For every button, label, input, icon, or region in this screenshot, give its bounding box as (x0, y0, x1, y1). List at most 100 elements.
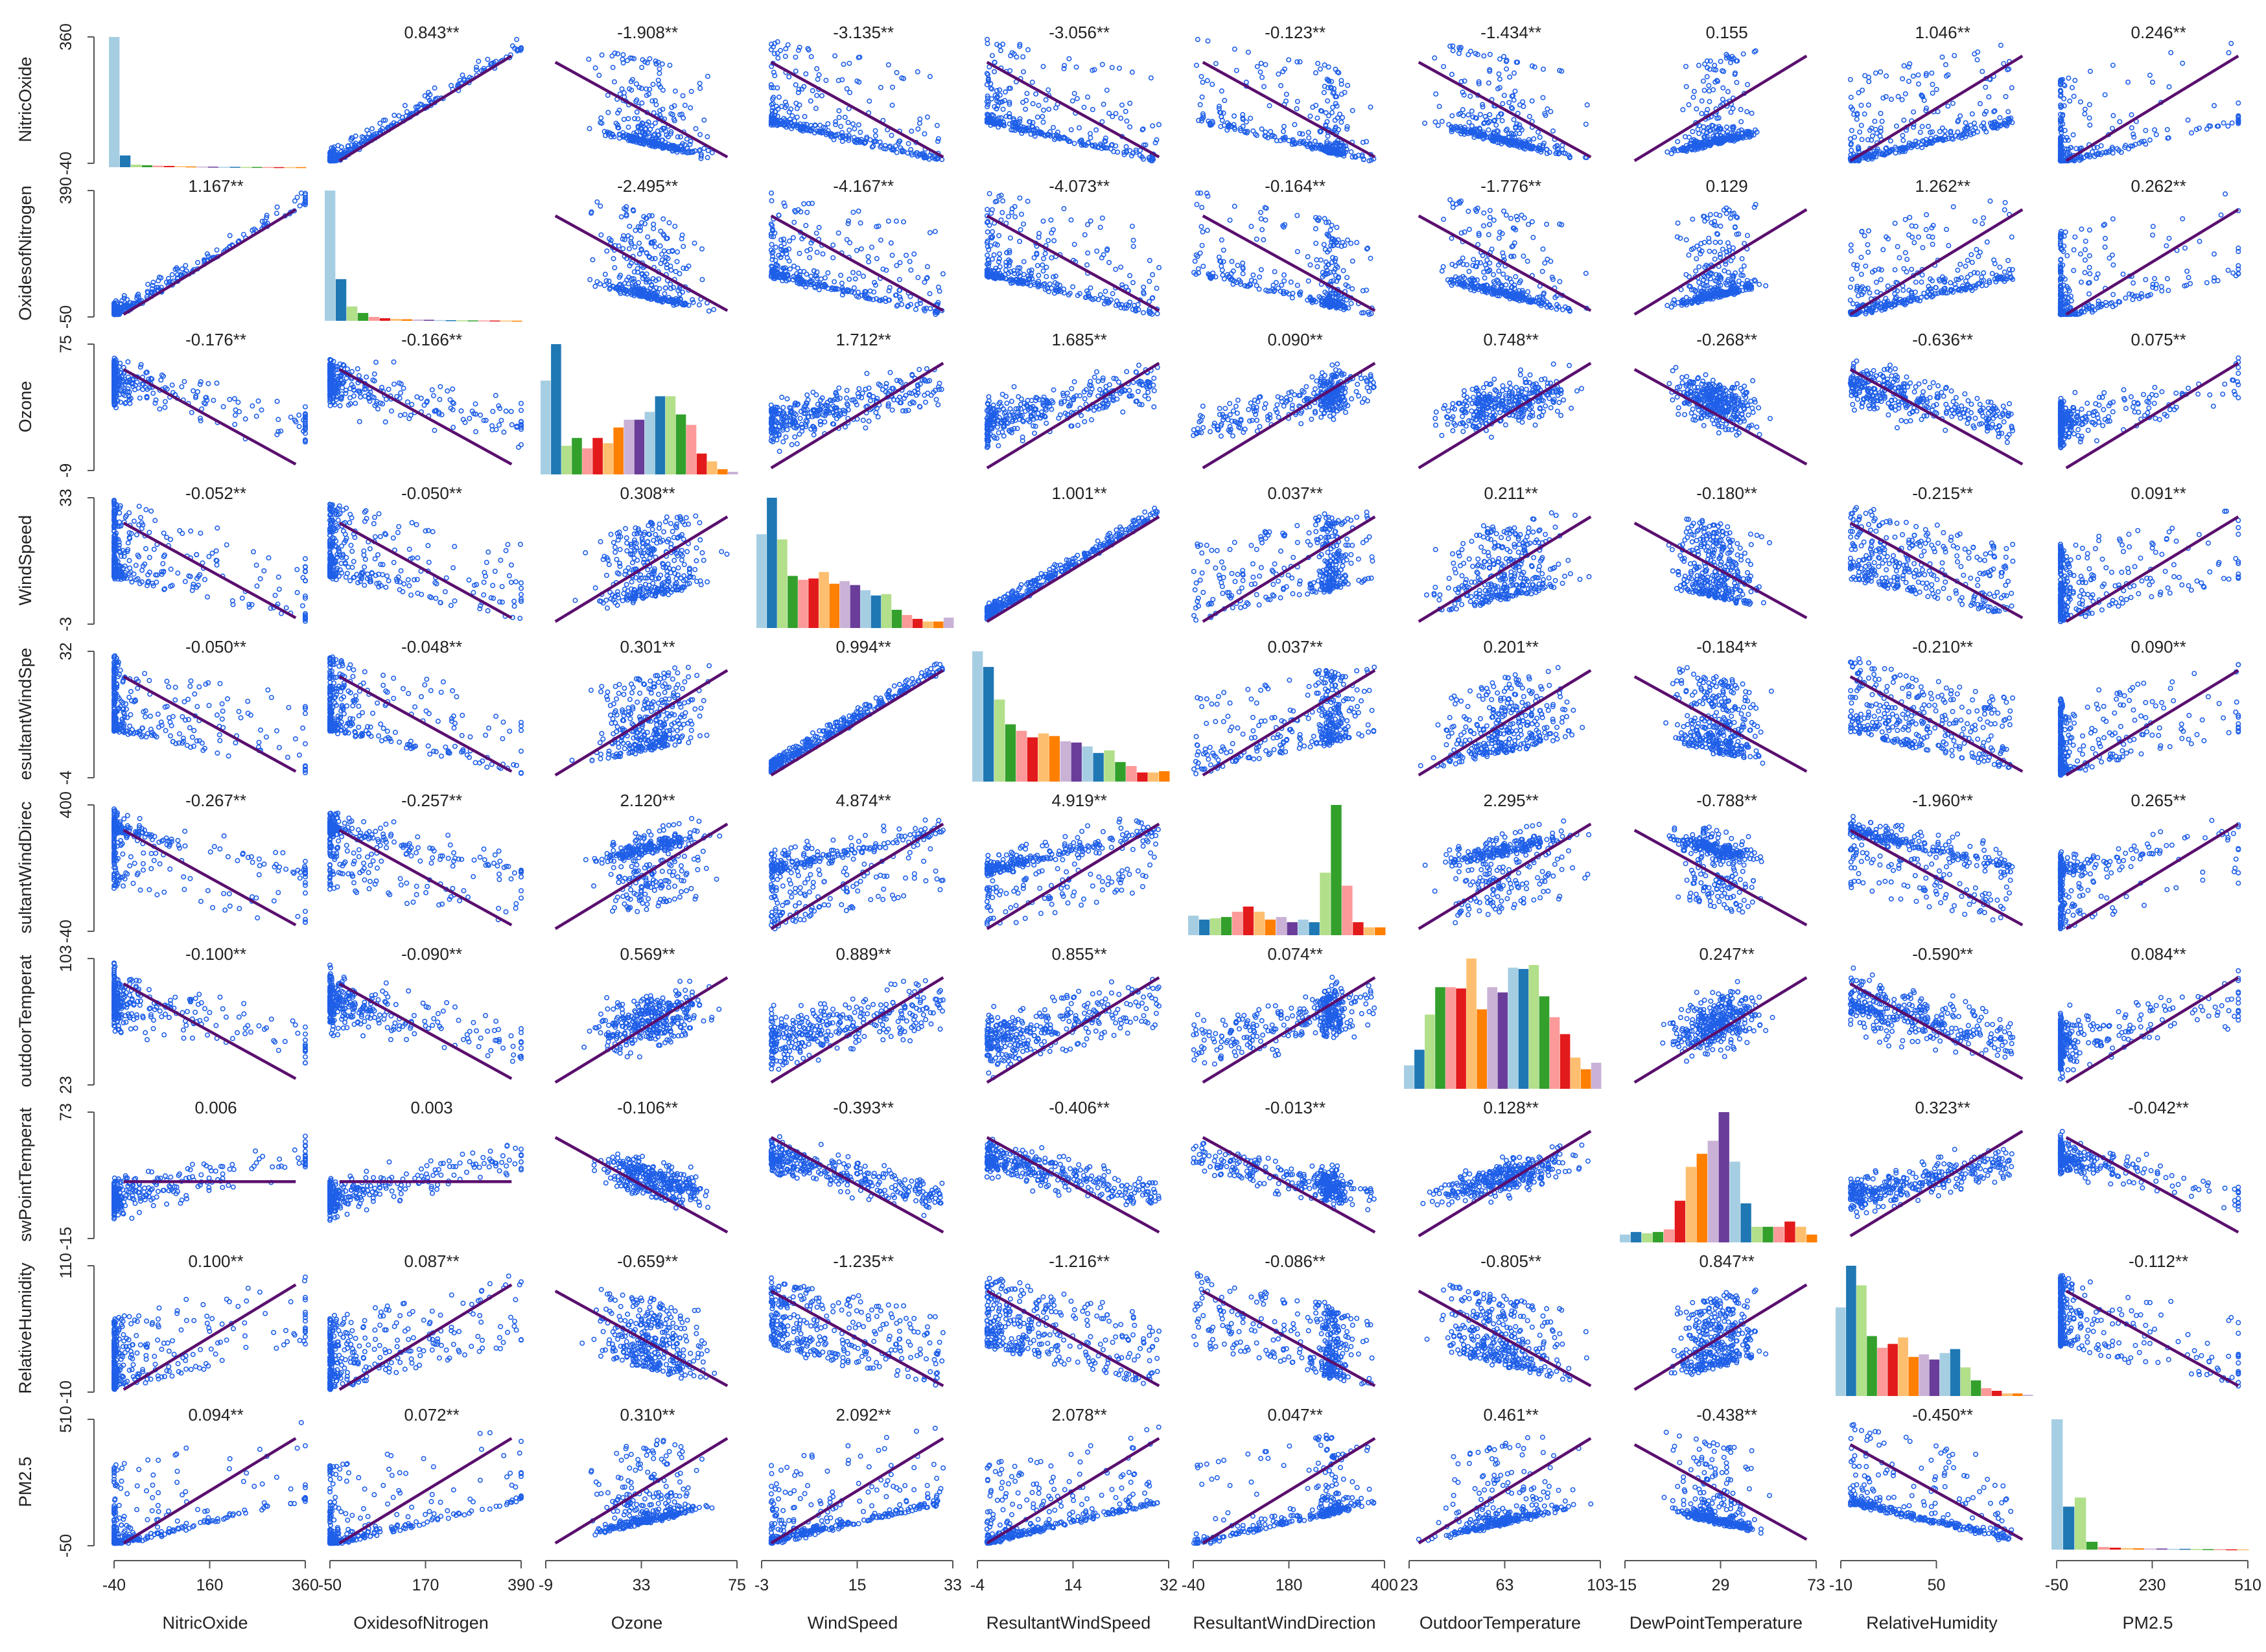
data-point (595, 200, 599, 204)
data-point (1094, 128, 1098, 132)
scatter-points-r1-c2 (588, 200, 716, 313)
data-point (1222, 99, 1226, 102)
panel-r0-c5: -0.123** (1195, 23, 1376, 163)
data-point (1482, 54, 1486, 58)
data-point (937, 289, 941, 293)
data-point (1198, 191, 1202, 195)
data-point (691, 300, 695, 304)
data-point (1858, 130, 1862, 134)
data-point (1051, 126, 1055, 130)
data-point (1482, 211, 1486, 215)
data-point (1541, 67, 1545, 71)
data-point (2236, 101, 2240, 105)
data-point (1107, 111, 1111, 115)
data-point (476, 59, 480, 63)
data-point (777, 95, 781, 99)
data-point (1285, 92, 1289, 96)
data-point (2169, 51, 2173, 54)
data-point (1467, 121, 1471, 124)
data-point (769, 242, 773, 246)
data-point (1896, 95, 1900, 99)
data-point (2071, 133, 2075, 137)
data-point (1128, 273, 1132, 277)
data-point (1987, 95, 1991, 99)
data-point (861, 274, 865, 278)
data-point (845, 238, 849, 242)
fit-line-r0-c1 (340, 56, 512, 161)
data-point (1355, 240, 1359, 244)
data-point (794, 69, 798, 73)
data-point (1259, 268, 1263, 272)
data-point (2230, 121, 2234, 125)
data-point (1466, 209, 1470, 213)
data-point (1326, 99, 1329, 103)
data-point (1130, 224, 1134, 228)
data-point (2062, 97, 2066, 100)
data-point (403, 104, 407, 108)
data-point (668, 282, 672, 286)
data-point (1541, 247, 1545, 251)
panel-r0-c9: 0.246** (2059, 23, 2241, 163)
data-point (698, 132, 702, 136)
data-point (1088, 132, 1092, 135)
coef-label-r1-c0: 1.167** (188, 176, 243, 196)
data-point (1295, 60, 1299, 64)
scatter-points-r1-c5 (1192, 191, 1374, 317)
data-point (1003, 90, 1007, 94)
data-point (1141, 310, 1145, 314)
data-point (1707, 84, 1711, 87)
data-point (986, 73, 990, 76)
data-point (1488, 52, 1492, 56)
data-point (611, 257, 615, 261)
data-point (810, 54, 813, 58)
data-point (1036, 103, 1040, 107)
data-point (675, 259, 679, 263)
hist-bar-OxidesofNitrogen-9 (424, 320, 434, 321)
hist-bar-OxidesofNitrogen-10 (434, 320, 445, 321)
data-point (1200, 244, 1204, 248)
data-point (1532, 137, 1536, 141)
data-point (1497, 72, 1501, 76)
hist-bar-NitricOxide-1 (120, 156, 130, 167)
data-point (1930, 91, 1934, 95)
data-point (1110, 115, 1114, 119)
data-point (1318, 67, 1322, 71)
hist-bar-OxidesofNitrogen-1 (336, 279, 346, 321)
data-point (1086, 251, 1090, 255)
data-point (1705, 75, 1709, 78)
data-point (1351, 108, 1355, 112)
data-point (1440, 119, 1444, 123)
data-point (926, 264, 929, 268)
data-point (2205, 127, 2209, 131)
data-point (1322, 242, 1326, 246)
data-point (1246, 50, 1250, 54)
data-point (986, 230, 990, 234)
data-point (804, 224, 808, 227)
data-point (2088, 69, 2092, 73)
data-point (998, 251, 1001, 255)
data-point (1054, 106, 1058, 110)
data-point (597, 73, 601, 77)
data-point (1850, 128, 1854, 132)
hist-bar-NitricOxide-5 (164, 166, 174, 167)
data-point (1512, 117, 1515, 121)
data-point (858, 221, 862, 225)
data-point (712, 307, 716, 311)
data-point (1314, 258, 1318, 262)
data-point (1560, 143, 1564, 147)
data-point (651, 82, 655, 86)
data-point (1025, 91, 1029, 95)
data-point (1147, 279, 1151, 283)
data-point (851, 270, 855, 274)
data-point (485, 57, 489, 61)
data-point (1368, 105, 1372, 109)
data-point (1292, 122, 1296, 126)
data-point (1206, 78, 1209, 82)
data-point (1260, 75, 1264, 79)
data-point (1124, 110, 1128, 113)
data-point (1941, 126, 1945, 130)
hist-bar-NitricOxide-3 (142, 165, 152, 167)
data-point (606, 110, 610, 114)
data-point (588, 277, 592, 281)
data-point (590, 258, 594, 262)
